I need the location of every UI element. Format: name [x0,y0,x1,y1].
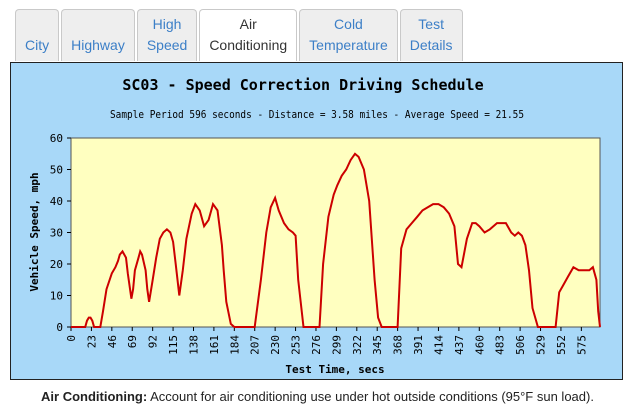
x-tick-label: 46 [106,335,119,348]
x-tick-label: 161 [208,335,221,355]
tab-label-line1: Cold [334,16,363,32]
speed-chart: SC03 - Speed Correction Driving Schedule… [11,63,622,379]
x-tick-label: 138 [187,335,200,355]
x-tick-label: 368 [392,335,405,355]
chart-subtitle: Sample Period 596 seconds - Distance = 3… [110,109,524,121]
x-tick-label: 575 [575,335,588,355]
y-tick-label: 10 [50,290,63,303]
chart-title: SC03 - Speed Correction Driving Schedule [122,76,483,94]
tab-label-line2: Conditioning [209,37,288,53]
tab-test-details[interactable]: Test Details [399,9,463,61]
x-tick-label: 460 [473,335,486,355]
tab-air-conditioning[interactable]: Air Conditioning [199,9,298,61]
tab-label-line2: Details [409,37,453,53]
x-tick-label: 115 [167,335,180,355]
tab-label-line2: City [25,37,50,53]
x-tick-label: 506 [514,335,527,355]
y-tick-label: 0 [56,321,63,334]
y-tick-label: 40 [50,195,63,208]
x-tick-label: 23 [85,335,98,348]
x-tick-label: 276 [310,335,323,355]
caption-text: Account for air conditioning use under h… [150,389,594,404]
tab-city[interactable]: City [15,9,60,61]
x-tick-label: 322 [351,335,364,355]
x-tick-label: 299 [330,335,343,355]
tab-label-line2: Speed [146,37,188,53]
chart-caption: Air Conditioning: Account for air condit… [0,389,635,404]
x-tick-label: 529 [535,335,548,355]
x-tick-label: 230 [269,335,282,355]
x-tick-label: 69 [126,335,139,348]
x-tick-label: 483 [494,335,507,355]
y-tick-label: 30 [50,227,63,240]
y-tick-label: 50 [50,164,63,177]
tab-label-line1: High [152,16,182,32]
tab-high-speed[interactable]: High Speed [136,9,198,61]
x-tick-label: 437 [453,335,466,355]
y-axis-label: Vehicle Speed, mph [28,172,41,291]
caption-label: Air Conditioning: [41,389,148,404]
x-tick-label: 92 [147,335,160,348]
tab-label-line2: Temperature [309,37,388,53]
speed-series-line [71,152,601,328]
y-tick-label: 60 [50,132,63,145]
x-tick-label: 391 [412,335,425,355]
tab-highway[interactable]: Highway [61,9,135,61]
x-tick-label: 414 [432,335,445,355]
chart-frame: SC03 - Speed Correction Driving Schedule… [10,62,623,380]
tab-bar: City Highway High Speed Air Conditioning Cold T… [15,9,465,61]
x-tick-label: 552 [555,335,568,355]
x-tick-label: 207 [249,335,262,355]
x-tick-label: 184 [228,335,241,355]
tab-label-line1: Test [418,16,444,32]
x-tick-label: 0 [65,335,78,342]
x-axis: 0 23 46 69 92 115 138 161 184 207 230 253 276 299 322 3… [65,327,588,355]
y-axis: 0 10 20 30 40 50 60 [50,132,71,334]
tab-cold-temperature[interactable]: Cold Temperature [299,9,398,61]
x-axis-label: Test Time, secs [285,363,384,376]
x-tick-label: 253 [290,335,303,355]
tab-label-line1: Air [239,16,257,32]
x-tick-label: 345 [371,335,384,355]
y-tick-label: 20 [50,258,63,271]
tab-label-line2: Highway [71,37,125,53]
